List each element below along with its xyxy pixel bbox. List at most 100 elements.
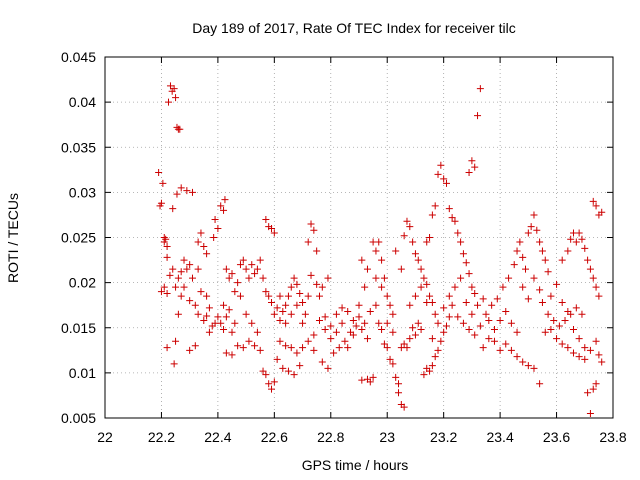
data-point [572, 304, 580, 312]
data-point [157, 199, 165, 207]
data-point [369, 373, 377, 381]
data-point [589, 274, 597, 282]
data-point [375, 238, 383, 246]
data-point [155, 169, 163, 177]
data-point [448, 301, 456, 309]
data-point [428, 211, 436, 219]
data-point [327, 335, 335, 343]
data-point [174, 274, 182, 282]
data-point [186, 261, 194, 269]
data-point [188, 188, 196, 196]
data-point [445, 292, 453, 300]
data-point [510, 261, 518, 269]
y-tick-label: 0.005 [61, 410, 96, 426]
data-point [200, 243, 208, 251]
data-point [462, 259, 470, 267]
data-point [248, 319, 256, 327]
data-point [372, 247, 380, 255]
data-point [366, 308, 374, 316]
data-point [417, 265, 425, 273]
data-point [282, 342, 290, 350]
data-point [502, 340, 510, 348]
data-point [251, 270, 259, 278]
data-point [217, 319, 225, 327]
data-point [448, 214, 456, 222]
data-point [522, 265, 530, 273]
data-point [318, 358, 326, 366]
data-point [194, 238, 202, 246]
data-point [372, 301, 380, 309]
data-point [307, 220, 315, 228]
data-point [358, 256, 366, 264]
data-point [310, 331, 318, 339]
data-point [166, 271, 174, 279]
data-point [366, 378, 374, 386]
data-point [581, 344, 589, 352]
data-point [592, 380, 600, 388]
data-point [363, 335, 371, 343]
data-point [296, 289, 304, 297]
data-point [239, 256, 247, 264]
data-point [273, 304, 281, 312]
data-point [378, 256, 386, 264]
data-point [533, 226, 541, 234]
data-point [205, 304, 213, 312]
data-point [301, 310, 309, 318]
data-point [575, 335, 583, 343]
data-point [482, 310, 490, 318]
data-point [471, 163, 479, 171]
data-point [180, 283, 188, 291]
data-point [403, 344, 411, 352]
data-point [242, 265, 250, 273]
data-point [400, 232, 408, 240]
data-point [414, 256, 422, 264]
data-point [595, 292, 603, 300]
data-point [290, 371, 298, 379]
data-point [276, 337, 284, 345]
data-point [553, 335, 561, 343]
data-point [210, 234, 218, 241]
data-point [279, 308, 287, 316]
data-point [411, 292, 419, 300]
data-point [426, 234, 434, 241]
data-point [400, 403, 408, 411]
data-point [567, 235, 575, 243]
data-point [315, 317, 323, 325]
data-point [564, 308, 572, 316]
data-point [310, 226, 318, 234]
data-point [392, 247, 400, 255]
data-point [203, 312, 211, 320]
data-point [479, 344, 487, 352]
data-point [507, 346, 515, 354]
data-point [180, 256, 188, 264]
data-point [400, 340, 408, 348]
data-point [183, 187, 191, 195]
data-point [431, 310, 439, 318]
data-point [564, 344, 572, 352]
data-point [236, 261, 244, 269]
data-point [228, 270, 236, 278]
data-point [355, 301, 363, 309]
data-point [490, 337, 498, 345]
data-point [341, 337, 349, 345]
data-point [519, 358, 527, 366]
data-point [197, 229, 205, 237]
data-point [276, 292, 284, 300]
data-point [268, 224, 276, 232]
data-point [423, 280, 431, 288]
data-point [468, 283, 476, 291]
data-point [426, 367, 434, 375]
data-point [386, 301, 394, 309]
data-point [541, 256, 549, 264]
x-tick-label: 23 [379, 429, 395, 445]
data-point [561, 317, 569, 325]
data-point [299, 344, 307, 352]
data-point [282, 301, 290, 309]
data-point [395, 389, 403, 397]
data-point [304, 292, 312, 300]
data-point [220, 301, 228, 309]
axis-ticks: 22 22.2 22.4 22.6 22.8 23 23.2 23.4 23.6 23.8 0.00… [61, 49, 627, 445]
data-point [194, 310, 202, 318]
y-tick-label: 0.015 [61, 320, 96, 336]
data-point [332, 310, 340, 318]
